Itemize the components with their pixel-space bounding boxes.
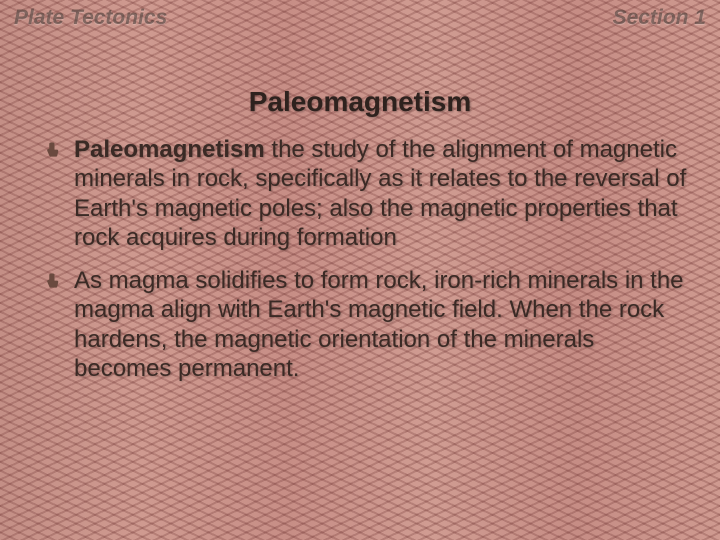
bullet-text: Paleomagnetism the study of the alignmen… bbox=[74, 135, 692, 252]
definition-text: As magma solidifies to form rock, iron-r… bbox=[74, 267, 684, 382]
header: Plate Tectonics Section 1 bbox=[0, 6, 720, 30]
bullet-text: As magma solidifies to form rock, iron-r… bbox=[74, 266, 692, 383]
content-area: Paleomagnetism the study of the alignmen… bbox=[44, 135, 692, 397]
bullet-item: As magma solidifies to form rock, iron-r… bbox=[44, 266, 692, 383]
hand-pointing-down-icon bbox=[44, 272, 64, 295]
slide-title: Paleomagnetism bbox=[0, 86, 720, 118]
bullet-item: Paleomagnetism the study of the alignmen… bbox=[44, 135, 692, 252]
header-right: Section 1 bbox=[613, 6, 706, 30]
header-left: Plate Tectonics bbox=[14, 6, 167, 30]
term: Paleomagnetism bbox=[74, 136, 265, 163]
hand-pointing-down-icon bbox=[44, 141, 64, 164]
